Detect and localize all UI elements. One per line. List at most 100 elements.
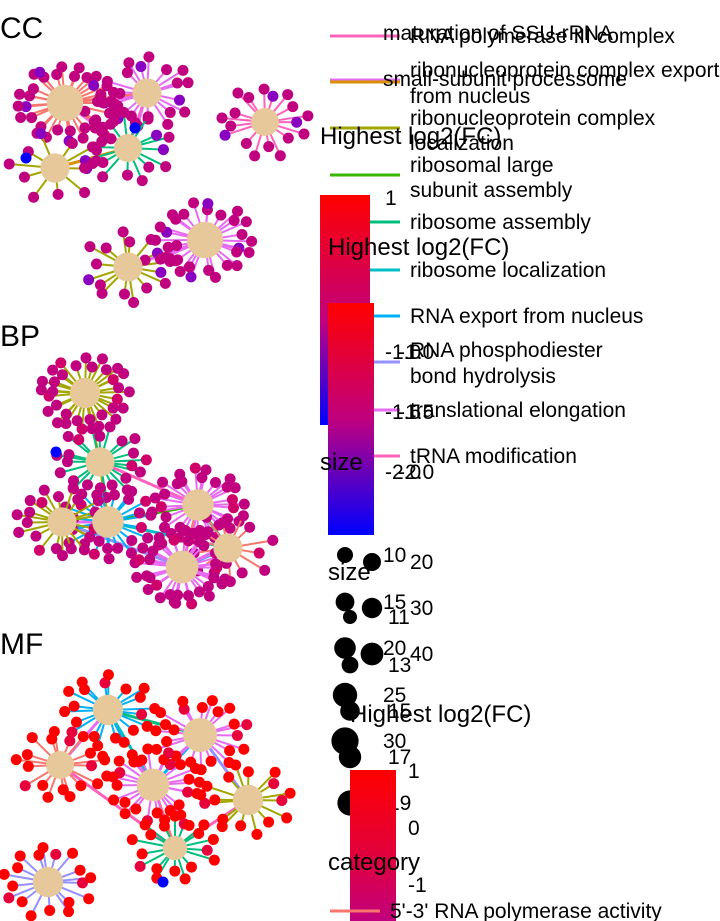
gene-node: [219, 129, 231, 141]
gene-node: [15, 112, 27, 124]
gene-node: [54, 467, 66, 479]
colorbar-legend-3: Highest log2(FC) 1 0 -1: [350, 701, 531, 921]
gene-node: [196, 701, 208, 713]
gene-node: [269, 766, 281, 778]
gene-node: [216, 112, 228, 124]
gene-node: [166, 209, 178, 221]
gene-node: [236, 567, 248, 579]
gene-node: [231, 246, 243, 258]
gene-node: [79, 186, 91, 198]
gene-node: [134, 466, 146, 478]
gene-node: [198, 819, 210, 831]
colorbar-ramp-3: [350, 770, 396, 921]
gene-node: [182, 590, 194, 602]
gene-node: [125, 547, 137, 559]
gene-node: [133, 756, 145, 768]
gene-node: [140, 454, 152, 466]
cc-network: [3, 51, 314, 309]
gene-node: [20, 101, 32, 113]
gene-node: [274, 150, 286, 162]
gene-node: [231, 260, 243, 272]
gene-node: [10, 754, 22, 766]
gene-node: [81, 479, 93, 491]
gene-node: [177, 695, 189, 707]
gene-node: [217, 517, 229, 529]
gene-node: [42, 791, 54, 803]
category-label: maturation of SSU-rRNA: [383, 22, 613, 45]
mf-network: [0, 669, 296, 921]
gene-node: [244, 521, 256, 533]
gene-node: [243, 91, 255, 103]
gene-node: [282, 132, 294, 144]
gene-node: [209, 794, 221, 806]
gene-node: [302, 110, 314, 122]
gene-node: [230, 759, 242, 771]
gene-node: [14, 850, 26, 862]
gene-node: [119, 796, 131, 808]
category-node: [32, 866, 64, 898]
gene-node: [64, 791, 76, 803]
gene-node: [121, 67, 133, 79]
gene-node: [202, 198, 214, 210]
gene-node: [110, 413, 122, 425]
gene-node: [67, 847, 79, 859]
gene-node: [151, 807, 163, 819]
gene-node: [120, 683, 132, 695]
gene-node: [84, 241, 96, 253]
gene-node: [215, 209, 227, 221]
gene-node: [267, 534, 279, 546]
colorbar-title-1: Highest log2(FC): [320, 123, 501, 150]
gene-node: [145, 233, 157, 245]
gene-node: [83, 274, 95, 286]
gene-node: [133, 554, 145, 566]
category-node: [40, 153, 70, 183]
category-label: bond hydrolysis: [410, 365, 556, 388]
colorbar-title-2: Highest log2(FC): [328, 234, 509, 261]
size-key: [334, 637, 356, 659]
gene-node: [141, 570, 153, 582]
category-label: subunit assembly: [410, 179, 573, 202]
category-node: [92, 694, 124, 726]
gene-node: [68, 700, 80, 712]
gene-node: [22, 760, 34, 772]
category-label: localization: [410, 132, 514, 155]
gene-node: [86, 361, 98, 373]
gene-node: [38, 484, 50, 496]
category-label: ribosome assembly: [410, 211, 591, 234]
gene-node: [47, 385, 59, 397]
gene-node: [14, 88, 26, 100]
gene-node: [118, 368, 130, 380]
gene-node: [121, 169, 133, 181]
gene-node: [126, 834, 138, 846]
gene-node: [106, 95, 118, 107]
gene-node: [235, 820, 247, 832]
gene-node: [83, 893, 95, 905]
gene-node: [135, 61, 147, 73]
gene-node: [164, 589, 176, 601]
gene-node: [118, 736, 130, 748]
category-label: translational elongation: [410, 399, 626, 422]
gene-node: [193, 827, 205, 839]
gene-node: [232, 87, 244, 99]
gene-node: [154, 592, 166, 604]
hub-link: [99, 460, 199, 507]
gene-node: [163, 131, 175, 143]
colorbar-ticks-2: -1.0 -1.5 -2.0: [398, 341, 434, 484]
gene-node: [26, 732, 38, 744]
gene-node: [243, 247, 255, 259]
gene-node: [161, 64, 173, 76]
gene-node: [202, 581, 214, 593]
colorbar-ticks-1: 1 -1.0 -1.5 -2.0: [385, 187, 421, 484]
colorbar-tick: -2.0: [398, 461, 434, 484]
gene-node: [226, 494, 238, 506]
gene-node: [164, 106, 176, 118]
gene-node: [85, 872, 97, 884]
gene-node: [173, 799, 185, 811]
gene-node: [134, 860, 146, 872]
gene-node: [282, 89, 294, 101]
gene-node: [27, 83, 39, 95]
gene-node: [128, 447, 140, 459]
gene-node: [263, 141, 275, 153]
